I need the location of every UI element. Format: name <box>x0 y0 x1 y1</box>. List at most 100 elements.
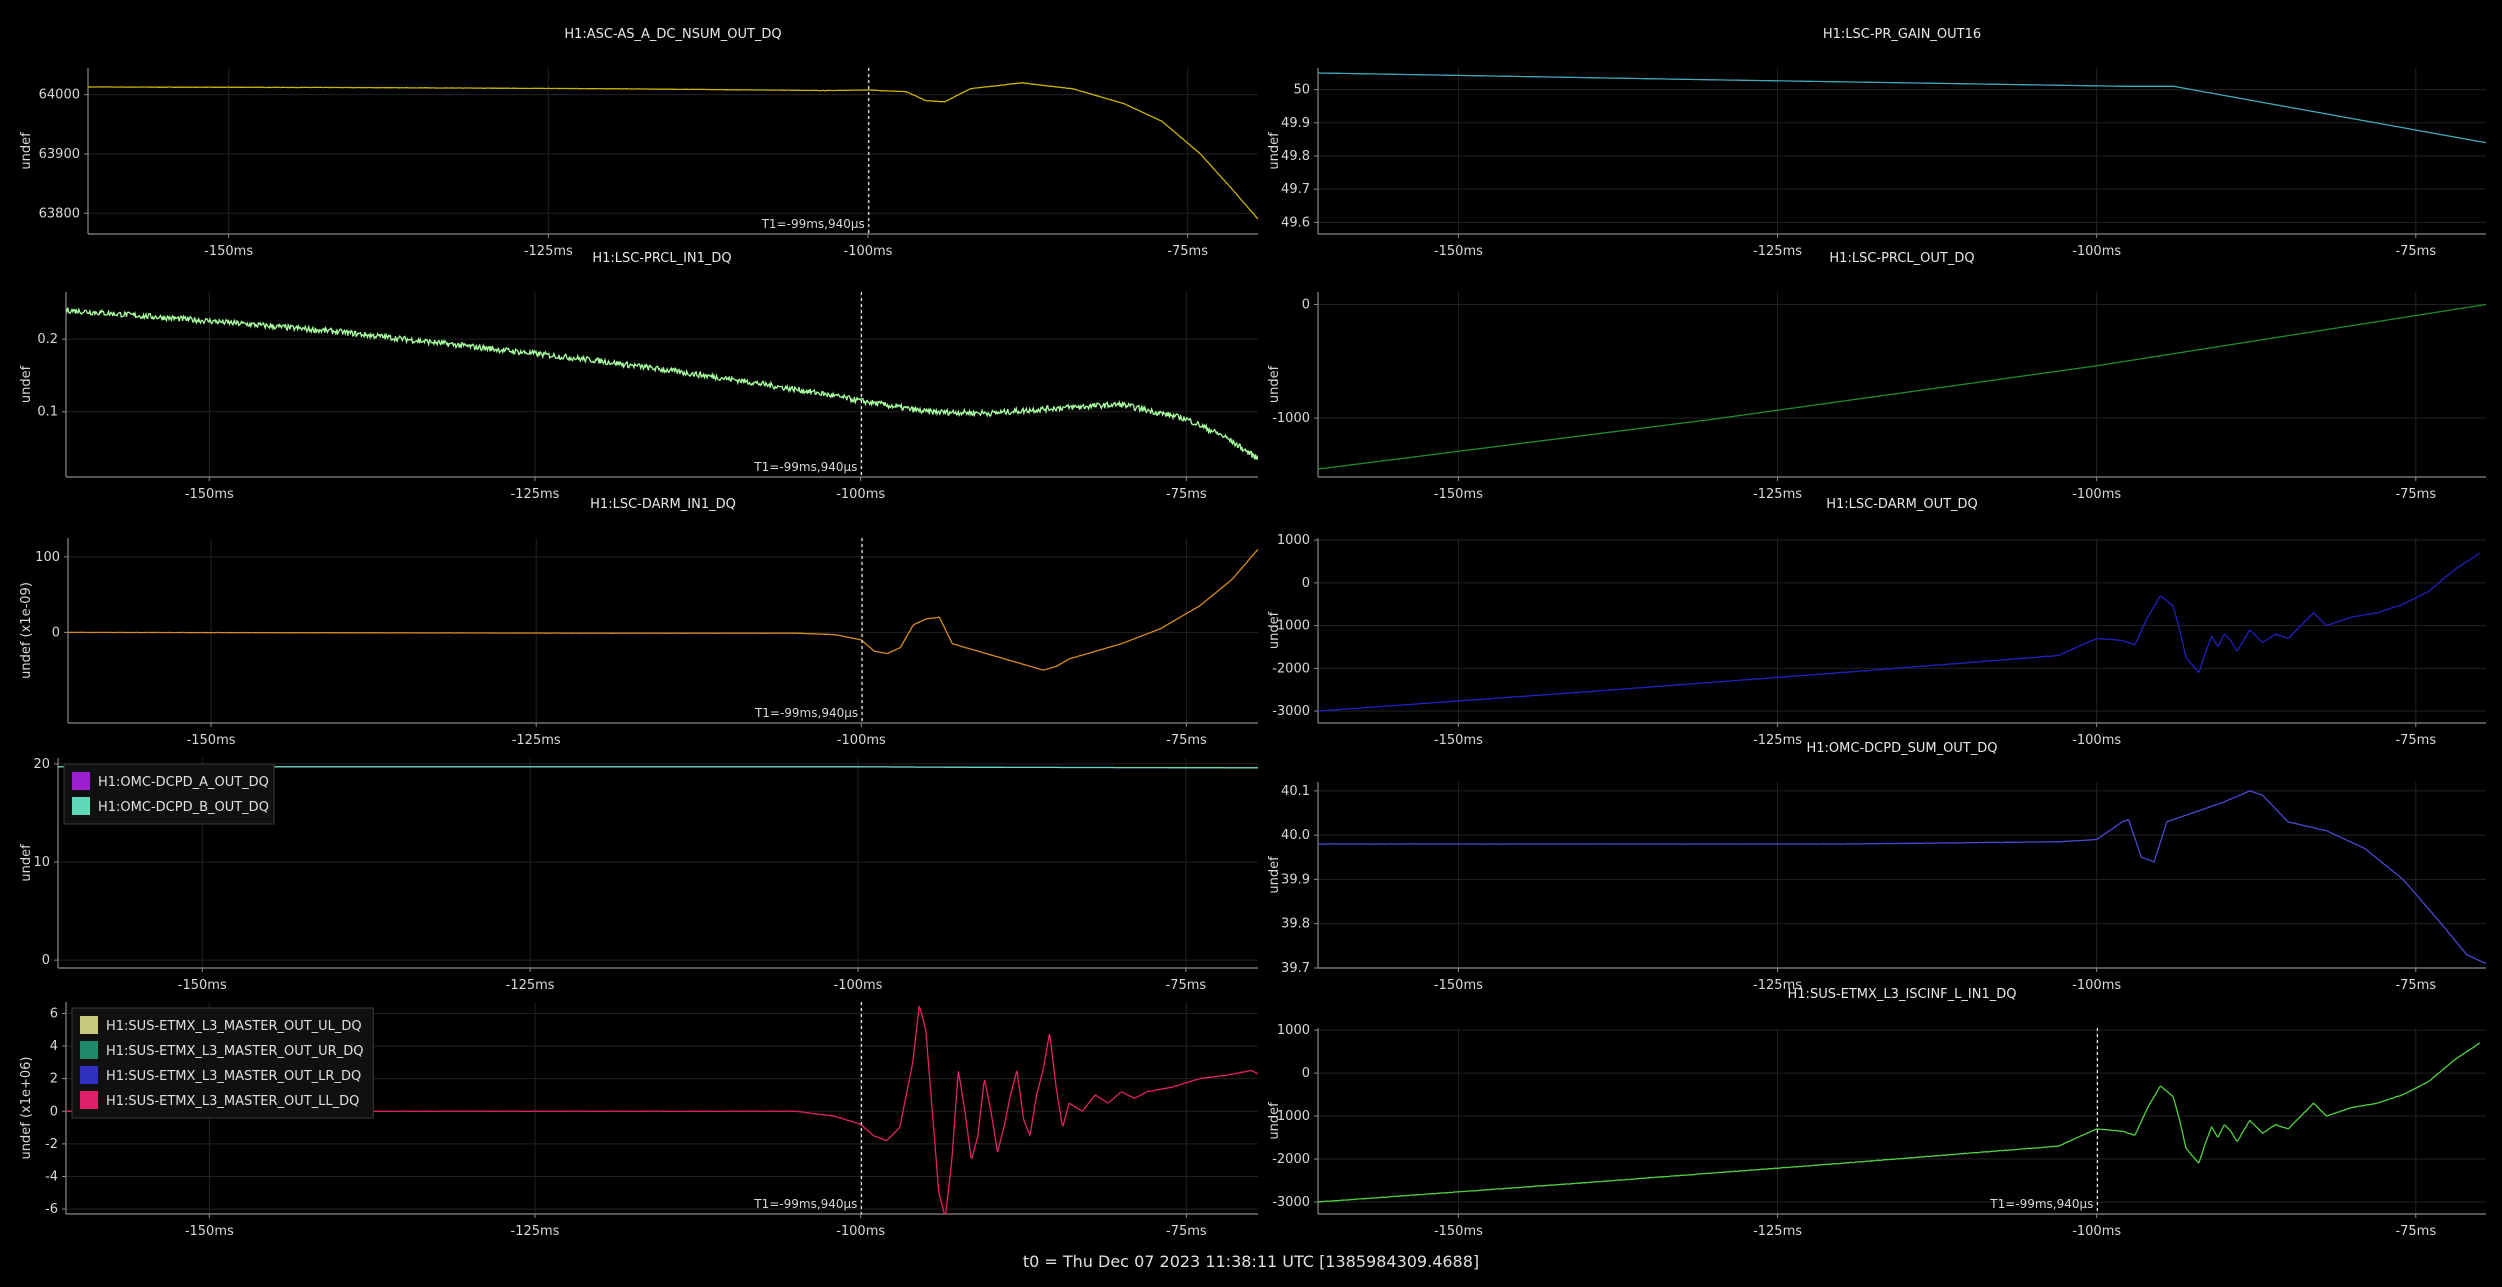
chart-title: H1:LSC-DARM_IN1_DQ <box>590 497 736 512</box>
y-tick-label: 0 <box>50 1104 58 1119</box>
y-tick-label: 0 <box>1302 576 1310 591</box>
x-tick-label: -75ms <box>1167 244 1208 259</box>
chart-title: H1:SUS-ETMX_L3_ISCINF_L_IN1_DQ <box>1788 987 2017 1002</box>
chart-panel-2: H1:LSC-PR_GAIN_OUT16 -150ms -125ms -100ms -7… <box>1267 27 2486 259</box>
y-tick-label: -2 <box>45 1137 58 1152</box>
y-tick-label: 0.2 <box>37 332 58 347</box>
x-tick-label: -100ms <box>2072 978 2121 993</box>
legend-entry: H1:SUS-ETMX_L3_MASTER_OUT_UL_DQ <box>106 1019 362 1034</box>
y-tick-label: 1000 <box>1277 1023 1310 1038</box>
chart-title: H1:OMC-DCPD_SUM_OUT_DQ <box>1807 741 1998 756</box>
y-tick-label: 64000 <box>39 88 80 103</box>
y-tick-label: 39.8 <box>1281 917 1310 932</box>
cursor-label: T1=-99ms,940µs <box>754 706 858 720</box>
y-tick-label: -6 <box>45 1202 58 1217</box>
y-axis-label: undef <box>19 365 34 403</box>
y-tick-label: 4 <box>50 1039 58 1054</box>
y-axis-label: undef <box>1267 856 1282 894</box>
x-tick-label: -150ms <box>185 1224 234 1239</box>
y-tick-label: 39.9 <box>1281 872 1310 887</box>
y-axis-label: undef <box>1267 1102 1282 1140</box>
legend-box <box>63 763 275 825</box>
y-axis-label: undef <box>1267 365 1282 403</box>
legend-entry: H1:SUS-ETMX_L3_MASTER_OUT_UR_DQ <box>106 1044 363 1059</box>
x-tick-label: -100ms <box>2072 244 2121 259</box>
y-tick-label: -3000 <box>1272 1195 1310 1210</box>
y-axis-label: undef <box>19 844 34 882</box>
series-line-1 <box>1318 303 2486 470</box>
legend: H1:SUS-ETMX_L3_MASTER_OUT_UL_DQ H1:SUS-ET… <box>71 1007 374 1119</box>
y-tick-label: 0 <box>42 953 50 968</box>
x-tick-label: -125ms <box>1753 244 1802 259</box>
y-tick-label: 40.0 <box>1281 828 1310 843</box>
chart-panel-10: H1:SUS-ETMX_L3_ISCINF_L_IN1_DQ -150ms -125… <box>1267 987 2486 1239</box>
y-axis-label: undef (x1e-09) <box>19 582 34 679</box>
chart-panel-8: H1:OMC-DCPD_SUM_OUT_DQ -150ms -125ms -100ms… <box>1267 741 2486 993</box>
y-tick-label: 100 <box>35 550 60 565</box>
chart-title: H1:LSC-PRCL_OUT_DQ <box>1829 251 1974 266</box>
y-tick-label: 0 <box>52 625 60 640</box>
x-tick-label: -150ms <box>204 244 253 259</box>
chart-panel-1: H1:ASC-AS_A_DC_NSUM_OUT_DQ -150ms -125ms -1… <box>19 27 1258 259</box>
data-area <box>1318 1042 2481 1203</box>
series-line-1 <box>1318 72 2486 144</box>
chart-panel-9: -150ms -125ms -100ms -75ms -6 -4 -2 0 2 4 6 undef (… <box>19 1002 1258 1239</box>
legend-swatch <box>72 797 90 815</box>
chart-title: H1:ASC-AS_A_DC_NSUM_OUT_DQ <box>564 27 781 42</box>
chart-panel-5: H1:LSC-DARM_IN1_DQ -150ms -125ms -100ms -75m… <box>19 497 1258 748</box>
x-tick-label: -75ms <box>2395 487 2436 502</box>
x-tick-label: -125ms <box>511 1224 560 1239</box>
x-tick-label: -100ms <box>844 244 893 259</box>
x-tick-label: -125ms <box>1753 978 1802 993</box>
x-tick-label: -75ms <box>2395 244 2436 259</box>
y-tick-label: 50 <box>1293 83 1310 98</box>
data-area <box>66 307 1258 461</box>
y-axis-label: undef <box>19 132 34 170</box>
cursor-label: T1=-99ms,940µs <box>753 460 857 474</box>
x-tick-label: -75ms <box>1166 487 1207 502</box>
y-tick-label: -1000 <box>1272 619 1310 634</box>
x-tick-label: -100ms <box>836 1224 885 1239</box>
x-tick-label: -125ms <box>512 733 561 748</box>
legend-swatch <box>80 1016 98 1034</box>
y-tick-label: 10 <box>33 855 50 870</box>
data-area <box>68 548 1258 671</box>
x-tick-label: -150ms <box>1434 733 1483 748</box>
y-axis-label: undef (x1e+06) <box>19 1057 34 1160</box>
x-tick-label: -75ms <box>1166 1224 1207 1239</box>
y-axis-label: undef <box>1267 132 1282 170</box>
x-tick-label: -150ms <box>1434 244 1483 259</box>
x-tick-label: -150ms <box>187 733 236 748</box>
y-tick-label: -2000 <box>1272 661 1310 676</box>
series-line-1 <box>68 548 1258 671</box>
series-line-1 <box>1318 790 2486 965</box>
x-tick-label: -150ms <box>1434 487 1483 502</box>
y-tick-label: -1000 <box>1272 1109 1310 1124</box>
chart-title: H1:LSC-PR_GAIN_OUT16 <box>1823 27 1981 42</box>
y-tick-label: -4 <box>45 1169 58 1184</box>
x-tick-label: -75ms <box>2395 978 2436 993</box>
y-tick-label: 0 <box>1302 297 1310 312</box>
x-tick-label: -100ms <box>834 978 883 993</box>
legend-swatch <box>80 1066 98 1084</box>
data-area <box>1318 552 2480 712</box>
x-tick-label: -125ms <box>1753 487 1802 502</box>
chart-panel-3: H1:LSC-PRCL_IN1_DQ -150ms -125ms -100ms -75m… <box>19 251 1258 502</box>
x-tick-label: -75ms <box>1166 733 1207 748</box>
y-tick-label: 20 <box>33 757 50 772</box>
x-tick-label: -100ms <box>2072 1224 2121 1239</box>
y-tick-label: -2000 <box>1272 1152 1310 1167</box>
cursor-label: T1=-99ms,940µs <box>761 217 865 231</box>
x-tick-label: -100ms <box>837 733 886 748</box>
chart-panel-7: -150ms -125ms -100ms -75ms 0 10 20 undef H1:OMC-… <box>19 757 1258 993</box>
x-tick-label: -100ms <box>836 487 885 502</box>
y-tick-label: 49.8 <box>1281 149 1310 164</box>
legend-swatch <box>80 1041 98 1059</box>
x-tick-label: -125ms <box>1753 1224 1802 1239</box>
data-area <box>1318 790 2486 965</box>
y-tick-label: -3000 <box>1272 704 1310 719</box>
legend-swatch <box>72 772 90 790</box>
y-tick-label: 49.9 <box>1281 116 1310 131</box>
legend-entry: H1:SUS-ETMX_L3_MASTER_OUT_LL_DQ <box>106 1094 359 1109</box>
x-tick-label: -100ms <box>2072 487 2121 502</box>
